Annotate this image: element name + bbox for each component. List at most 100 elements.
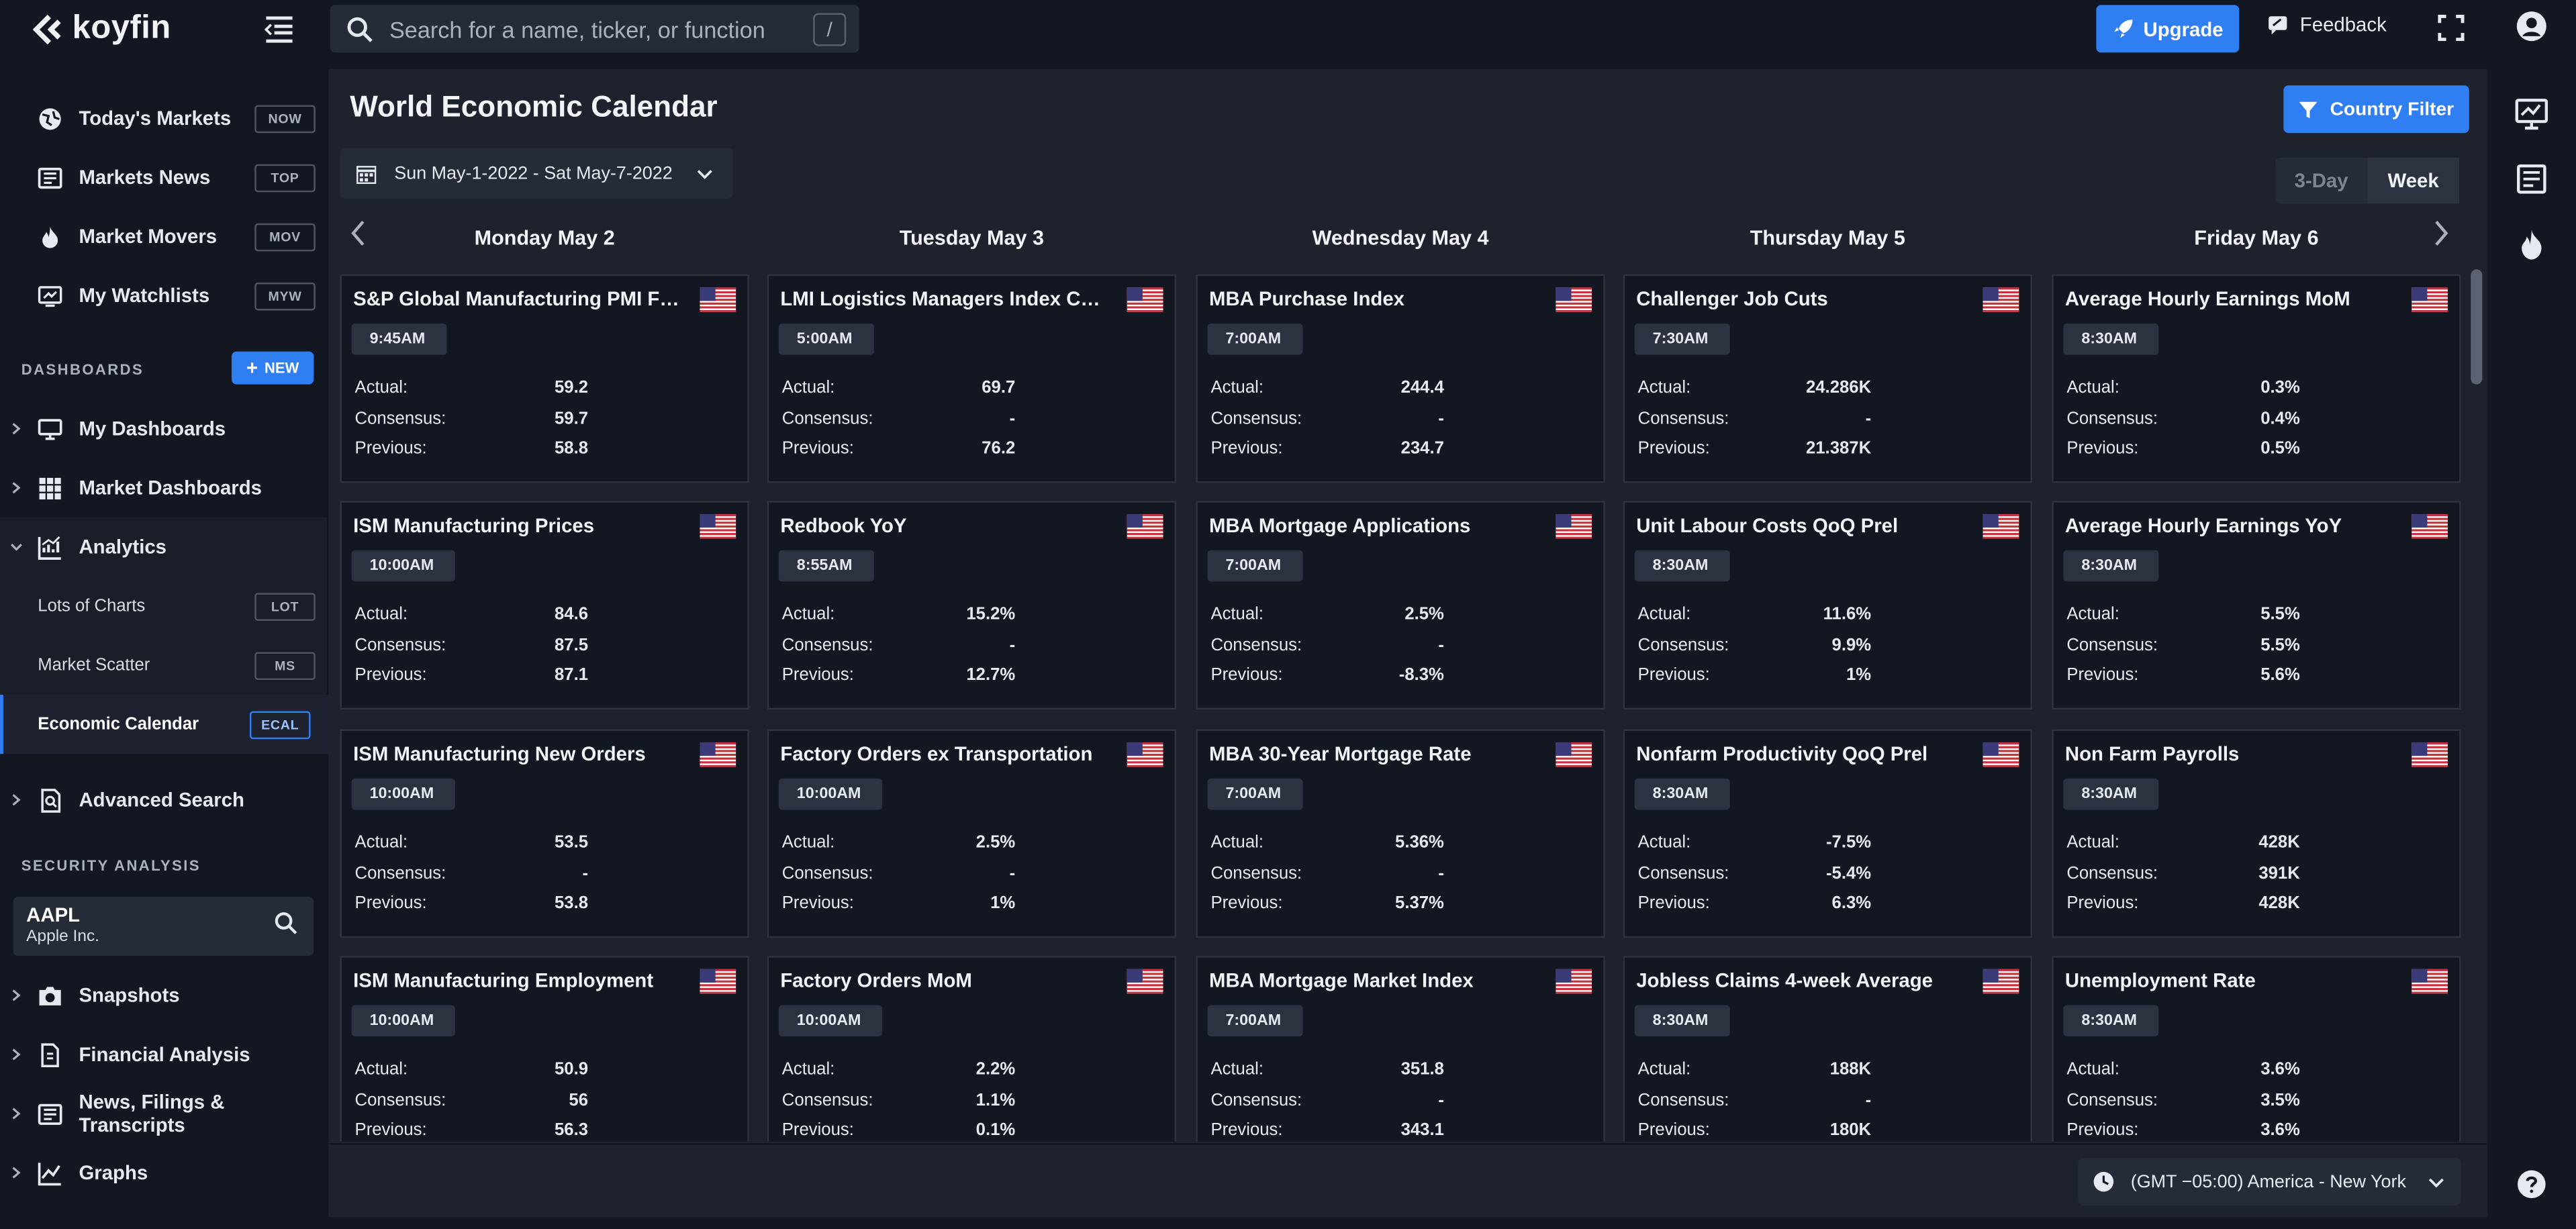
watchlist-icon [38,285,62,306]
news-panel-icon[interactable] [2514,161,2550,197]
presentation-chart-icon[interactable] [2514,95,2550,132]
event-card[interactable]: MBA Purchase Index 7:00AM Actual: 244.4 Cons… [1196,274,1605,483]
actual-value: 2.5% [1404,604,1444,624]
search-input[interactable] [386,13,804,44]
day-header: Monday May 2 [474,226,615,250]
day-header: Wednesday May 4 [1312,226,1489,250]
fullscreen-icon[interactable] [2438,15,2465,42]
timezone-selector[interactable]: (GMT −05:00) America - New York [2078,1158,2461,1206]
sidebar-item-news-filings[interactable]: News, Filings & Transcripts [0,1084,327,1143]
menu-collapse-icon[interactable] [263,13,296,46]
new-dashboard-button[interactable]: + NEW [232,351,314,385]
sidebar-item-label: Economic Calendar [38,714,199,734]
actual-value: 188K [1829,1059,1872,1079]
sidebar-item-my-dashboards[interactable]: My Dashboards [0,399,327,458]
event-time-badge: 8:30AM [2063,1005,2158,1037]
sidebar-item-economic-calendar[interactable]: Economic Calendar ECAL [0,695,330,754]
calendar-icon [356,164,377,183]
event-card[interactable]: S&P Global Manufacturing PMI Final 9:45AM… [340,274,749,483]
sidebar-item-market-dashboards[interactable]: Market Dashboards [0,458,327,518]
sidebar-item-analytics[interactable]: Analytics [0,518,327,577]
event-card[interactable]: Redbook YoY 8:55AM Actual: 15.2% Consensus: -… [767,501,1177,710]
movers-flame-icon[interactable] [2514,227,2550,263]
previous-week-icon[interactable] [348,220,368,246]
consensus-value: 1.1% [975,1090,1016,1111]
event-card[interactable]: Nonfarm Productivity QoQ Prel 8:30AM Actua… [1623,729,2032,938]
event-title: Jobless Claims 4-week Average [1636,969,1934,992]
feedback-button[interactable]: Feedback [2267,13,2387,36]
user-account-icon[interactable] [2515,10,2548,43]
event-card[interactable]: Factory Orders MoM 10:00AM Actual: 2.2% Cons… [767,956,1177,1142]
sidebar-item-market-movers[interactable]: Market Movers MOV [0,207,327,266]
sidebar-item-advanced-search[interactable]: Advanced Search [0,771,327,830]
actual-value: 11.6% [1823,604,1872,624]
actual-row: Actual: 69.7 [782,378,1176,401]
consensus-label: Consensus: [2066,635,2158,656]
event-card[interactable]: Jobless Claims 4-week Average 8:30AM Actua… [1623,956,2032,1142]
sidebar-item-label: Graphs [79,1161,148,1185]
search-bar[interactable]: / [330,5,859,53]
event-card[interactable]: Unit Labour Costs QoQ Prel 8:30AM Actual: 1… [1623,501,2032,710]
event-card[interactable]: Average Hourly Earnings YoY 8:30AM Actual:… [2052,501,2461,710]
consensus-label: Consensus: [781,635,873,656]
country-filter-button[interactable]: Country Filter [2283,85,2469,134]
search-icon[interactable] [275,912,297,934]
top-bar: koyfin / Upgrade [0,0,2576,56]
consensus-row: Consensus: 59.7 [355,409,749,432]
chevron-right-icon [12,423,21,435]
consensus-row: Consensus: - [1210,1091,1605,1114]
chevron-right-icon [12,1048,21,1061]
event-card[interactable]: MBA Mortgage Market Index 7:00AM Actual: 35… [1196,956,1605,1142]
shortcut-badge: LOT [254,592,316,620]
sidebar-item-lots-of-charts[interactable]: Lots of Charts LOT [0,577,327,636]
sidebar-item-graphs[interactable]: Graphs [0,1143,327,1202]
previous-row: Previous: 343.1 [1210,1120,1605,1142]
date-range-picker[interactable]: Sun May-1-2022 - Sat May-7-2022 [340,148,733,199]
ticker-selector[interactable]: AAPL Apple Inc. [13,897,314,956]
view-3-day[interactable]: 3-Day [2294,169,2348,193]
search-shortcut-badge: / [813,13,847,46]
previous-row: Previous: 5.37% [1210,893,1605,916]
event-card[interactable]: Unemployment Rate 8:30AM Actual: 3.6% Consen… [2052,956,2461,1142]
event-card[interactable]: ISM Manufacturing New Orders 10:00AM Actua… [340,729,749,938]
event-card[interactable]: MBA Mortgage Applications 7:00AM Actual: 2.… [1196,501,1605,710]
previous-label: Previous: [781,893,854,914]
monitor-icon [38,418,62,440]
sidebar-item-markets-news[interactable]: Markets News TOP [0,148,327,207]
consensus-row: Consensus: - [782,409,1176,432]
previous-value: 21.387K [1805,438,1872,458]
event-card[interactable]: LMI Logistics Managers Index Curr... 5:00… [767,274,1177,483]
event-title: Redbook YoY [780,513,907,538]
sidebar-item-snapshots[interactable]: Snapshots [0,966,327,1025]
previous-row: Previous: 0.1% [782,1120,1176,1142]
event-card[interactable]: Non Farm Payrolls 8:30AM Actual: 428K Consen… [2052,729,2461,938]
event-card[interactable]: Average Hourly Earnings MoM 8:30AM Actual:… [2052,274,2461,483]
koyfin-logo[interactable]: koyfin [32,10,171,48]
consensus-row: Consensus: - [1210,409,1605,432]
actual-label: Actual: [781,832,835,852]
consensus-value: 5.5% [2260,635,2300,656]
event-card[interactable]: Factory Orders ex Transportation 10:00AM A… [767,729,1177,938]
sidebar-item-todays-markets[interactable]: Today's Markets NOW [0,89,327,148]
actual-label: Actual: [2066,604,2119,624]
previous-value: 12.7% [966,665,1016,685]
sidebar-item-financial-analysis[interactable]: Financial Analysis [0,1025,327,1084]
event-card[interactable]: Challenger Job Cuts 7:30AM Actual: 24.286K C… [1623,274,2032,483]
help-icon[interactable] [2517,1169,2546,1199]
sidebar-item-my-watchlists[interactable]: My Watchlists MYW [0,266,327,325]
sidebar-item-market-scatter[interactable]: Market Scatter MS [0,636,327,695]
next-week-icon[interactable] [2432,220,2451,246]
event-card[interactable]: MBA 30-Year Mortgage Rate 7:00AM Actual: 5.… [1196,729,1605,938]
event-title: ISM Manufacturing New Orders [353,742,646,766]
consensus-label: Consensus: [354,1090,446,1111]
event-card[interactable]: ISM Manufacturing Employment 10:00AM Actua… [340,956,749,1142]
actual-row: Actual: 2.2% [782,1059,1176,1082]
shortcut-badge: TOP [254,163,316,192]
actual-row: Actual: 244.4 [1210,378,1605,401]
previous-value: -8.3% [1398,665,1444,685]
view-week[interactable]: Week [2367,157,2460,204]
event-card[interactable]: ISM Manufacturing Prices 10:00AM Actual: 84… [340,501,749,710]
upgrade-button[interactable]: Upgrade [2096,5,2240,53]
calendar-scrollbar[interactable] [2471,269,2483,385]
